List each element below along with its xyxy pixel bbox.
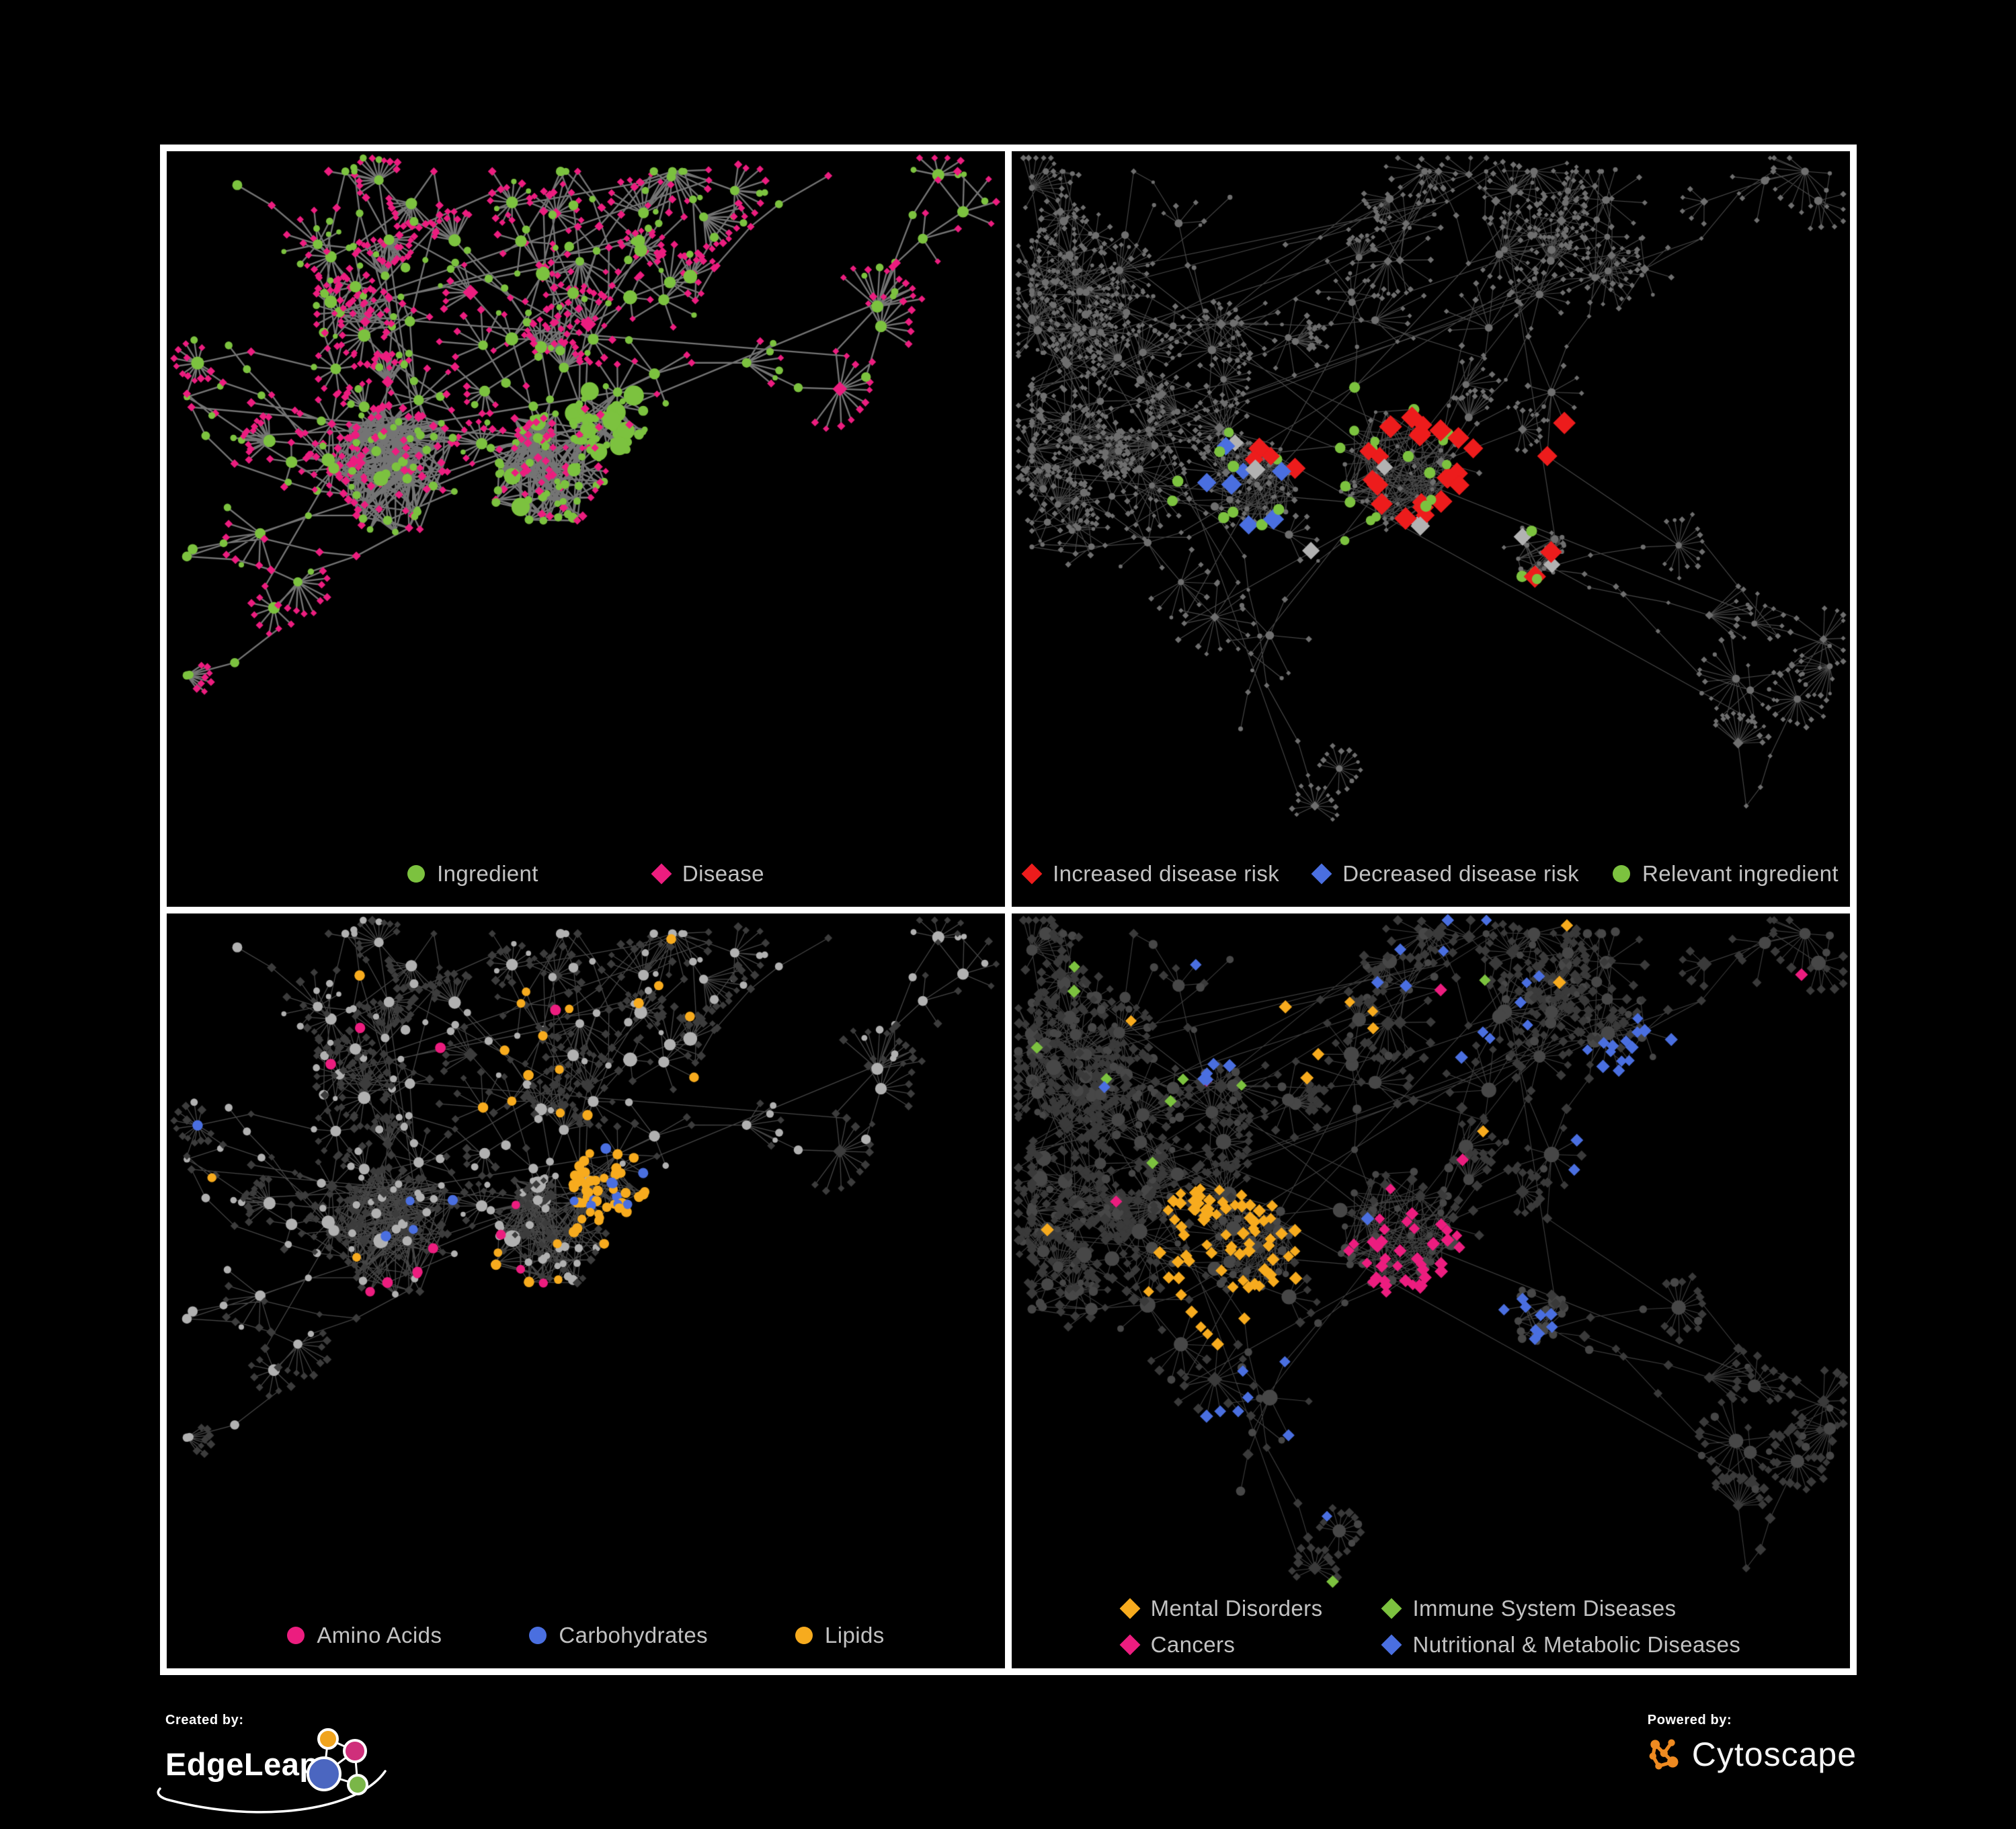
ingredient-disease-network-canvas bbox=[167, 151, 1005, 907]
legend-label: Cancers bbox=[1150, 1632, 1236, 1657]
panel-disease-risk: Increased disease risk Decreased disease… bbox=[1012, 151, 1850, 907]
panel-compound-classes: Amino Acids Carbohydrates Lipids bbox=[167, 913, 1005, 1668]
compound-class-network-canvas bbox=[167, 913, 1005, 1668]
powered-by-label: Powered by: bbox=[1647, 1713, 1732, 1728]
edgeleap-logo-row: EdgeLeap bbox=[157, 1728, 488, 1814]
increased-risk-diamond-icon bbox=[1021, 863, 1043, 884]
legend-item-relevant-ingredient: Relevant ingredient bbox=[1612, 860, 1839, 887]
legend-label: Immune System Diseases bbox=[1412, 1596, 1677, 1621]
disease-diamond-icon bbox=[651, 863, 672, 884]
lipids-circle-icon bbox=[795, 1627, 813, 1644]
legend-label: Nutritional & Metabolic Diseases bbox=[1412, 1632, 1741, 1657]
legend-item-carbohydrates: Carbohydrates bbox=[529, 1623, 708, 1648]
legend-label: Ingredient bbox=[437, 860, 538, 886]
powered-by-block: Powered by: Cytoscape bbox=[1648, 1713, 1857, 1774]
legend-label: Decreased disease risk bbox=[1342, 860, 1579, 886]
cytoscape-wordmark: Cytoscape bbox=[1691, 1736, 1857, 1773]
legend-label: Lipids bbox=[825, 1623, 885, 1648]
legend-item-decreased-risk: Decreased disease risk bbox=[1311, 860, 1579, 887]
immune-diseases-diamond-icon bbox=[1381, 1598, 1402, 1619]
legend-disease-classes: Mental Disorders Immune System Diseases … bbox=[1119, 1596, 1741, 1658]
legend-ingredient-disease: Ingredient Disease bbox=[167, 861, 1005, 887]
legend-item-lipids: Lipids bbox=[795, 1623, 885, 1648]
legend-label: Increased disease risk bbox=[1053, 860, 1280, 886]
legend-label: Mental Disorders bbox=[1150, 1596, 1323, 1621]
cancers-diamond-icon bbox=[1119, 1634, 1141, 1656]
legend-label: Amino Acids bbox=[317, 1623, 442, 1648]
decreased-risk-diamond-icon bbox=[1311, 863, 1332, 884]
legend-item-increased-risk: Increased disease risk bbox=[1021, 860, 1280, 887]
legend-label: Disease bbox=[682, 860, 764, 886]
legend-item-ingredient: Ingredient bbox=[407, 861, 538, 887]
amino-acids-circle-icon bbox=[287, 1627, 305, 1644]
legend-compound-classes: Amino Acids Carbohydrates Lipids bbox=[167, 1623, 1005, 1648]
nutritional-metabolic-diamond-icon bbox=[1381, 1634, 1402, 1656]
panel-grid: Ingredient Disease Increased disease ris… bbox=[160, 145, 1857, 1675]
mental-disorders-diamond-icon bbox=[1119, 1598, 1141, 1619]
legend-item-amino-acids: Amino Acids bbox=[287, 1623, 442, 1648]
disease-class-network-canvas bbox=[1012, 913, 1850, 1668]
edgeleap-network-icon bbox=[307, 1728, 368, 1795]
created-by-label: Created by: bbox=[165, 1713, 244, 1728]
relevant-ingredient-circle-icon bbox=[1612, 864, 1630, 883]
panel-disease-classes: Mental Disorders Immune System Diseases … bbox=[1012, 913, 1850, 1668]
legend-item-mental-disorders: Mental Disorders bbox=[1119, 1596, 1323, 1621]
cytoscape-logo-row: Cytoscape bbox=[1648, 1735, 1857, 1774]
disease-risk-network-canvas bbox=[1012, 151, 1850, 907]
carbohydrates-circle-icon bbox=[529, 1627, 547, 1644]
panel-ingredient-disease: Ingredient Disease bbox=[167, 151, 1005, 907]
ingredient-circle-icon bbox=[407, 864, 426, 883]
legend-item-immune-diseases: Immune System Diseases bbox=[1381, 1596, 1740, 1621]
legend-label: Carbohydrates bbox=[559, 1623, 708, 1648]
cytoscape-network-icon bbox=[1649, 1739, 1679, 1770]
legend-item-disease: Disease bbox=[651, 860, 764, 887]
edgeleap-wordmark: EdgeLeap bbox=[165, 1746, 319, 1782]
legend-item-nutritional-metabolic: Nutritional & Metabolic Diseases bbox=[1381, 1632, 1741, 1658]
legend-disease-risk: Increased disease risk Decreased disease… bbox=[1012, 861, 1850, 887]
created-by-block: Created by: EdgeLeap bbox=[157, 1713, 488, 1820]
legend-label: Relevant ingredient bbox=[1642, 860, 1839, 886]
legend-item-cancers: Cancers bbox=[1119, 1632, 1323, 1658]
